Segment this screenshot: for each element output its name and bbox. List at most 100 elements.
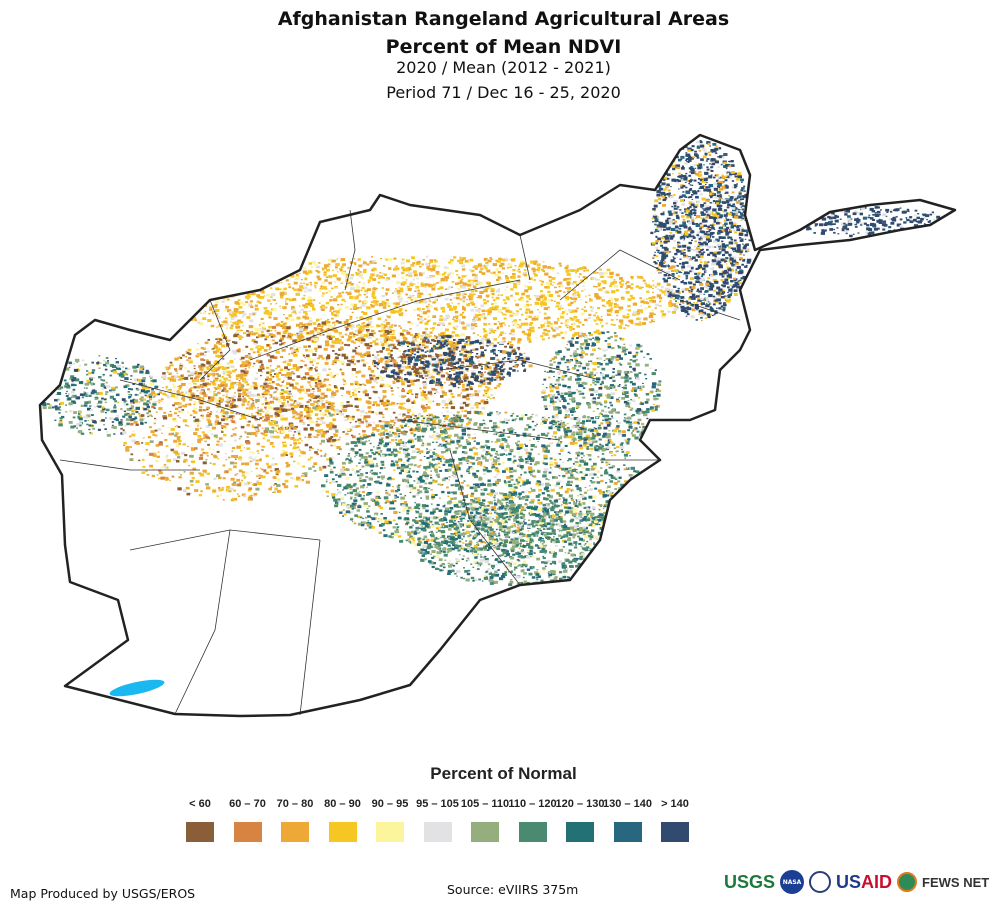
ndvi-pixel <box>597 279 600 281</box>
ndvi-pixel <box>211 426 216 430</box>
ndvi-pixel <box>525 294 530 298</box>
ndvi-pixel <box>241 403 245 406</box>
ndvi-pixel <box>458 319 461 321</box>
ndvi-pixel <box>198 409 203 412</box>
ndvi-pixel <box>284 366 288 370</box>
ndvi-pixel <box>392 424 395 426</box>
ndvi-pixel <box>418 369 423 373</box>
ndvi-pixel <box>525 308 530 311</box>
ndvi-pixel <box>315 369 318 372</box>
ndvi-pixel <box>245 301 249 304</box>
ndvi-pixel <box>401 312 404 314</box>
ndvi-pixel <box>595 323 598 325</box>
ndvi-pixel <box>284 434 290 438</box>
ndvi-pixel <box>351 373 354 376</box>
ndvi-pixel <box>246 424 251 427</box>
ndvi-pixel <box>565 297 569 300</box>
ndvi-pixel <box>170 309 175 313</box>
ndvi-pixel <box>339 294 342 297</box>
ndvi-pixel <box>527 336 530 338</box>
ndvi-pixel <box>208 312 211 315</box>
ndvi-pixel <box>239 321 244 324</box>
ndvi-pixel <box>401 395 405 398</box>
ndvi-pixel <box>351 321 354 323</box>
ndvi-pixel <box>264 380 267 382</box>
ndvi-pixel <box>236 329 239 332</box>
ndvi-pixel <box>150 430 155 434</box>
ndvi-pixel <box>236 478 241 482</box>
ndvi-pixel <box>179 363 182 365</box>
ndvi-pixel <box>314 400 318 404</box>
ndvi-pixel <box>264 408 267 410</box>
ndvi-pixel <box>485 287 489 290</box>
ndvi-pixel <box>298 437 302 440</box>
ndvi-pixel <box>399 380 402 383</box>
ndvi-pixel <box>125 448 130 452</box>
ndvi-pixel <box>272 457 275 460</box>
ndvi-pixel <box>545 281 551 285</box>
ndvi-pixel <box>457 394 461 397</box>
ndvi-pixel <box>314 382 318 384</box>
ndvi-pixel <box>131 402 134 405</box>
ndvi-pixel <box>242 398 247 402</box>
ndvi-pixel <box>376 403 380 407</box>
ndvi-pixel <box>194 418 200 422</box>
ndvi-pixel <box>239 435 243 438</box>
ndvi-pixel <box>529 322 534 325</box>
ndvi-pixel <box>376 382 378 384</box>
ndvi-pixel <box>368 320 373 324</box>
ndvi-pixel <box>329 375 334 378</box>
ndvi-pixel <box>237 388 242 392</box>
ndvi-pixel <box>238 392 242 396</box>
ndvi-pixel <box>435 390 439 394</box>
ndvi-pixel <box>488 286 493 289</box>
ndvi-pixel <box>570 282 575 285</box>
ndvi-pixel <box>599 272 604 276</box>
ndvi-pixel <box>265 278 270 282</box>
ndvi-pixel <box>355 425 358 427</box>
ndvi-pixel <box>251 425 255 429</box>
ndvi-pixel <box>483 317 487 320</box>
ndvi-pixel <box>448 360 453 364</box>
ndvi-pixel <box>438 280 443 284</box>
ndvi-pixel <box>164 299 168 302</box>
ndvi-pixel <box>227 456 231 459</box>
ndvi-pixel <box>236 291 239 293</box>
ndvi-pixel <box>240 373 244 376</box>
ndvi-pixel <box>327 318 330 321</box>
ndvi-pixel <box>537 528 542 531</box>
ndvi-pixel <box>615 273 620 277</box>
ndvi-pixel <box>230 477 235 481</box>
ndvi-pixel <box>458 414 462 417</box>
ndvi-pixel <box>256 450 260 452</box>
ndvi-pixel <box>366 380 371 384</box>
ndvi-pixel <box>668 302 672 305</box>
ndvi-pixel <box>299 282 302 284</box>
ndvi-pixel <box>575 272 578 274</box>
ndvi-pixel <box>563 331 568 334</box>
ndvi-pixel <box>401 276 405 280</box>
ndvi-pixel <box>351 358 355 362</box>
ndvi-pixel <box>350 382 354 386</box>
ndvi-pixel <box>360 342 363 344</box>
ndvi-pixel <box>265 413 268 415</box>
ndvi-pixel <box>283 417 288 421</box>
ndvi-pixel <box>308 322 312 326</box>
ndvi-pixel <box>183 404 187 407</box>
ndvi-pixel <box>568 494 573 498</box>
ndvi-pixel <box>560 322 563 324</box>
ndvi-pixel <box>191 460 196 464</box>
ndvi-pixel <box>579 273 582 276</box>
ndvi-pixel <box>397 274 400 276</box>
ndvi-pixel <box>343 416 346 418</box>
ndvi-pixel <box>472 279 476 283</box>
ndvi-pixel <box>237 395 241 398</box>
ndvi-pixel <box>327 336 329 338</box>
ndvi-pixel <box>499 264 503 268</box>
ndvi-pixel <box>468 338 471 341</box>
ndvi-pixel <box>355 271 358 274</box>
ndvi-pixel <box>466 393 471 397</box>
ndvi-pixel <box>381 295 385 298</box>
ndvi-pixel <box>539 302 544 306</box>
ndvi-pixel <box>484 401 489 404</box>
